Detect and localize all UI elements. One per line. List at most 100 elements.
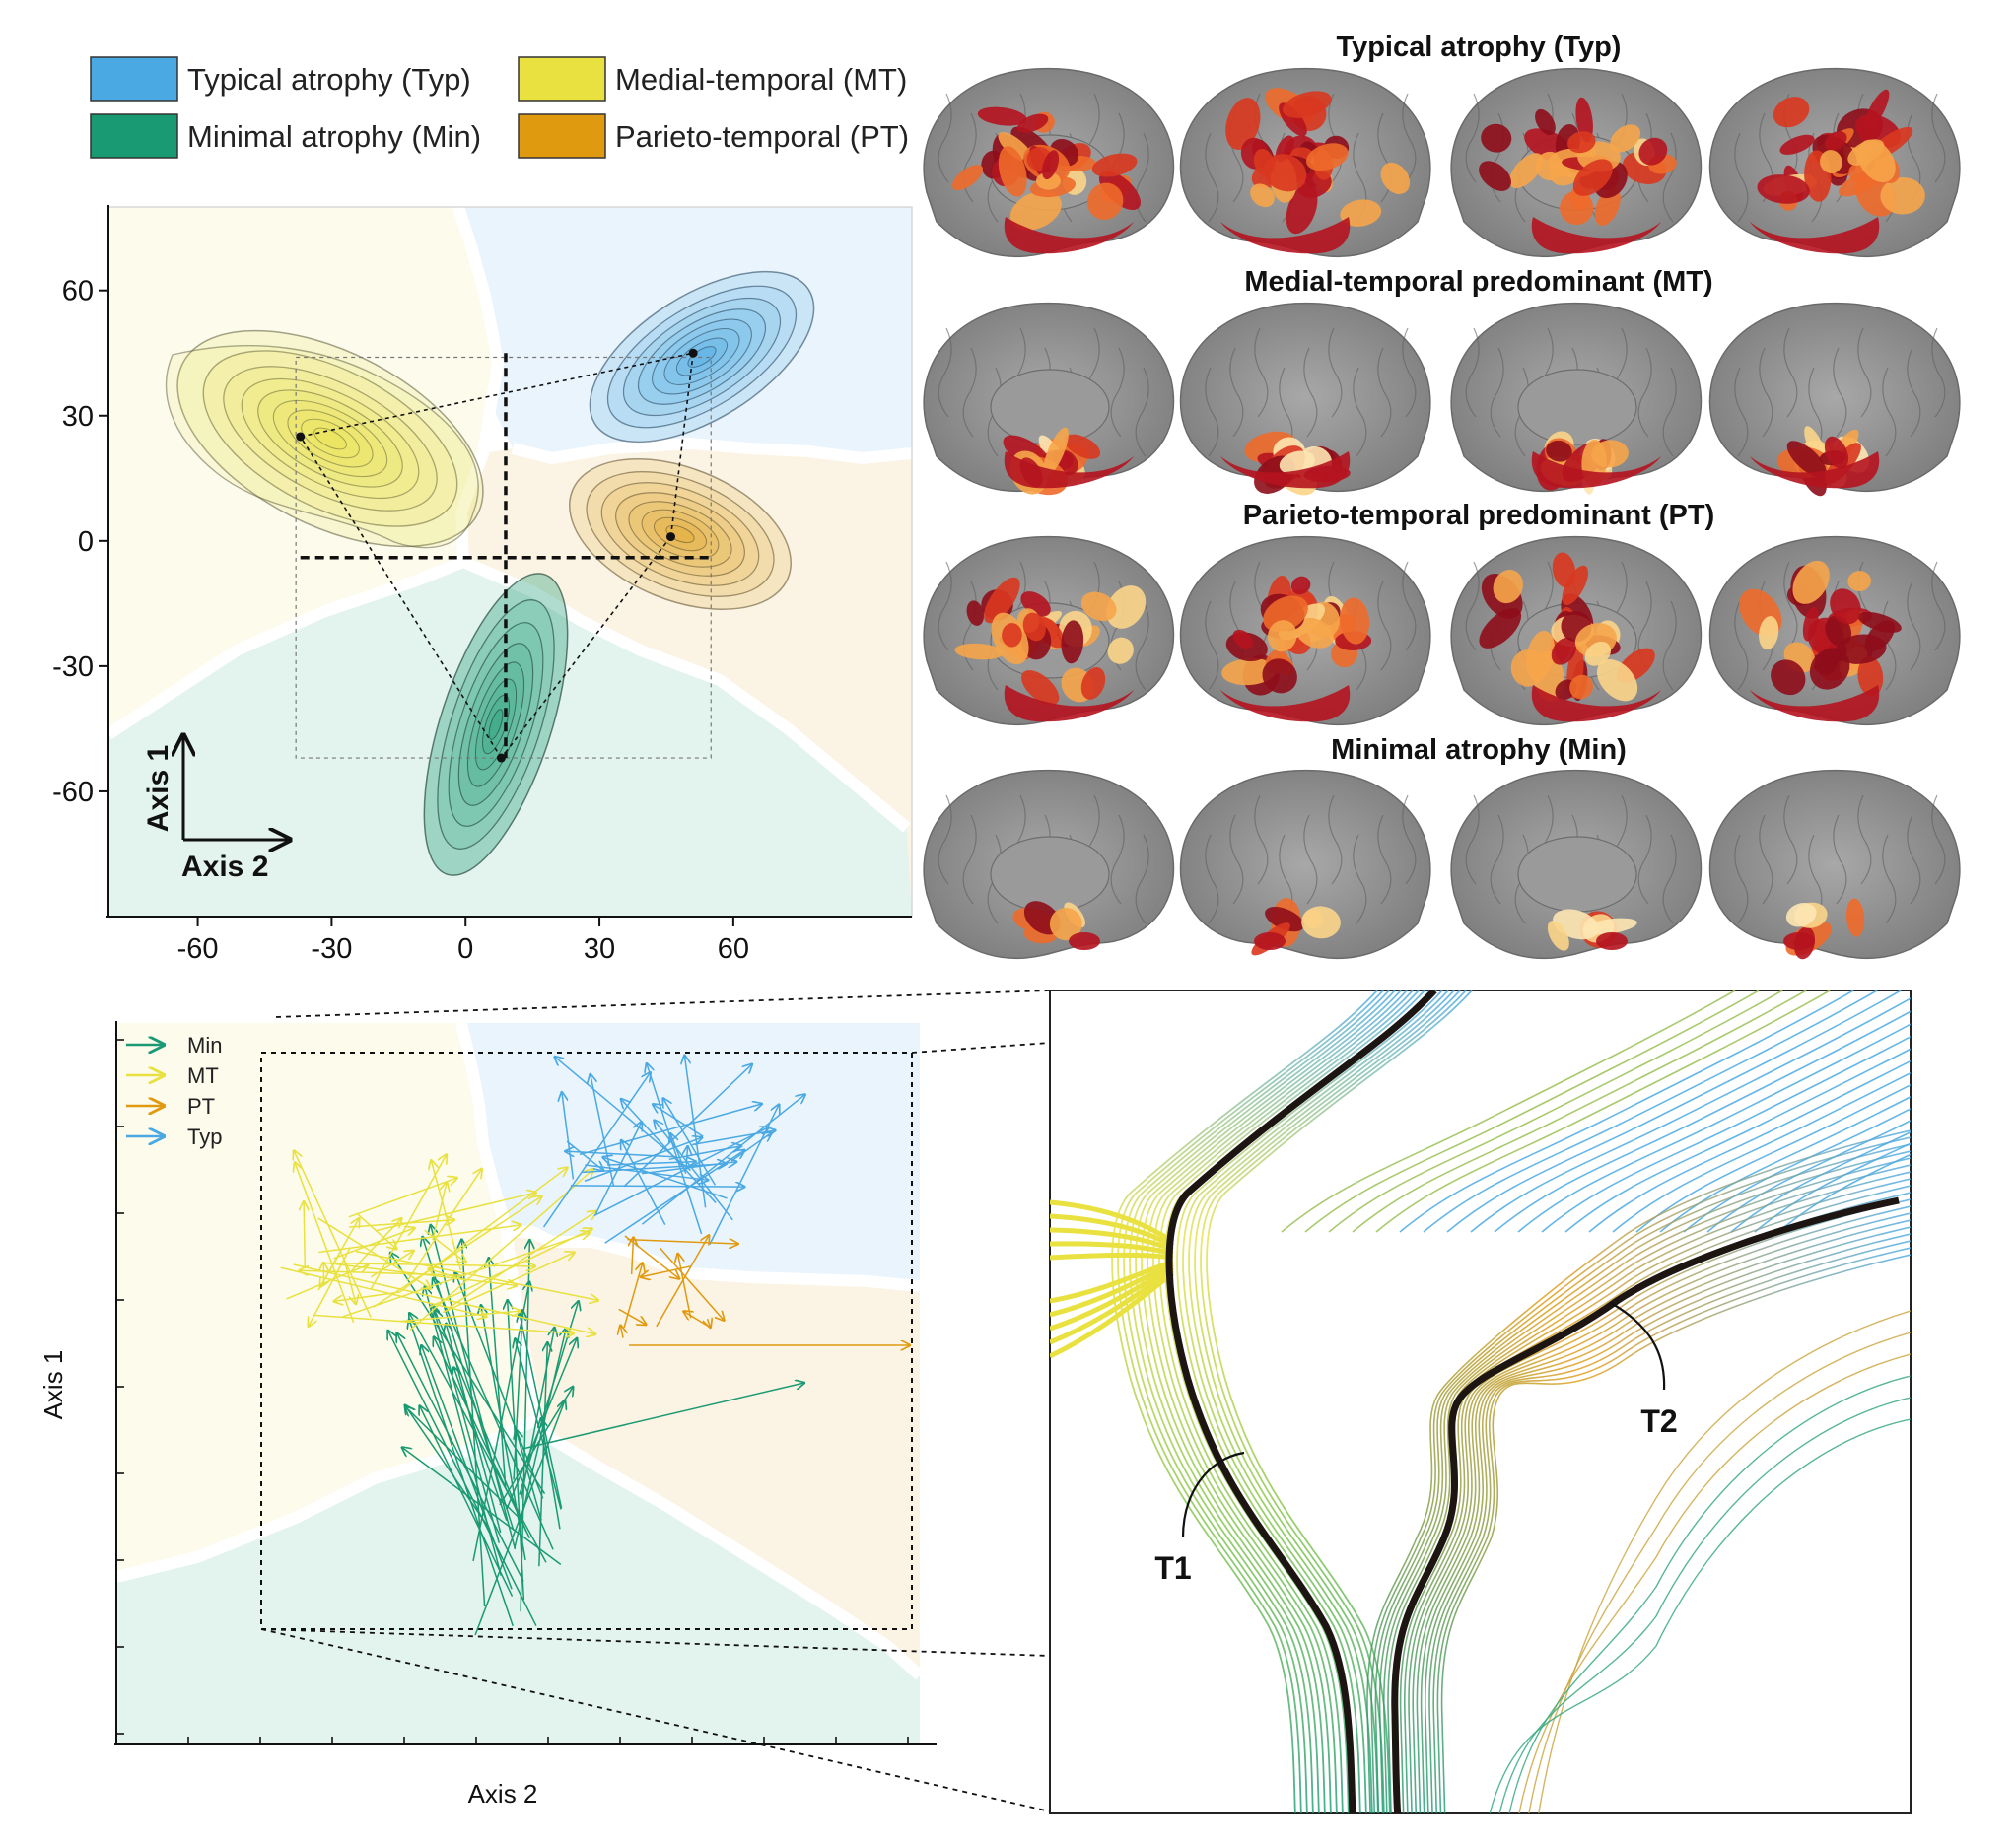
brain-typ-view-1 [923,67,1175,258]
y-tick-label: -30 [52,651,94,683]
streamline-typ [1635,1084,1911,1233]
streamline-t2-bundle [1412,1205,1911,1813]
arrow-min [521,1383,804,1450]
inset-zoom-square [295,356,712,759]
bottom-xlabel: Axis 2 [468,1779,538,1809]
arrow-typ [562,1092,575,1180]
streamline-t2-bundle [1374,1143,1911,1813]
brain-min-view-2 [1179,769,1431,960]
arrow-typ [579,1104,762,1156]
arrow-min [409,1313,547,1563]
centroid-link-min-mt [300,436,503,759]
streamline-t1-bundle [1188,990,1455,1813]
region-mt [108,207,498,734]
streamline-mt-band [1050,1213,1175,1249]
axis-inset: Axis 1 Axis 2 [142,735,290,883]
arrow-typ [654,1120,733,1221]
streamline-t2-bundle [1366,1129,1911,1813]
arrow-pt [678,1254,692,1319]
streamline-t2-bundle [1387,1164,1911,1813]
arrow-mt [348,1178,457,1218]
streamline-t2-bundle [1383,1157,1911,1813]
streamline-t1-bundle [1200,990,1467,1813]
x-tick-label: -30 [311,933,352,965]
streamline-pt [1518,1353,1911,1813]
y-tick-label: 30 [62,401,94,433]
y-tick-label: -60 [52,777,94,808]
streamline-t1-bundle [1129,990,1396,1813]
arrow-min [425,1286,502,1576]
streamline-typ [1494,1010,1911,1233]
arrow-mt [309,1248,351,1327]
contour-pt [569,458,792,610]
arrow-min [420,1405,514,1597]
arrow-min [453,1367,508,1521]
arrow-typ [554,1057,691,1172]
streamline-typ [1375,990,1831,1233]
legend-swatch-min [90,113,178,159]
arrow-mt [406,1169,482,1282]
brain-pt-view-2 [1179,535,1431,726]
streamline-pt [1489,1418,1911,1813]
arrow-typ [730,1132,772,1162]
legend-swatch-mt [518,56,606,102]
arrow-mt [399,1311,521,1323]
principal-trajectories [1165,990,1900,1813]
streamline-typ [1588,1059,1911,1233]
brain-title-min: Minimal atrophy (Min) [1331,734,1627,766]
arrow-pt [656,1235,709,1328]
arrow-typ [566,1140,603,1170]
streamline-typ [1470,997,1911,1233]
streamline-t1-bundle [1123,990,1390,1813]
centroid-layer [295,348,712,763]
brain-title-mt: Medial-temporal predominant (MT) [1244,266,1712,298]
streamline-t1-bundle [1111,990,1378,1813]
arrow-mt [355,1250,598,1301]
arrow-plot: Min MT PT Typ Axis 2 Axis 1 [38,1021,937,1809]
arrow-mt [409,1169,593,1332]
arrow-typ [570,1186,745,1187]
arrow-typ [668,1146,741,1160]
legend-swatch-typ [90,56,178,102]
streamline-typ [1304,990,1760,1233]
streamline-t1-bundle [1141,990,1408,1813]
arrow-min [397,1333,524,1582]
arrow-legend-label-mt: MT [187,1063,219,1088]
arrow-mt [304,1201,305,1269]
streamlines [1050,990,1911,1813]
streamline-pt [1528,1332,1911,1813]
arrow-legend-label-pt: PT [187,1094,215,1119]
brain-mt-view-2 [1179,302,1431,496]
arrow-pt [620,1326,623,1338]
arrow-mt [428,1229,592,1309]
region-pt [461,444,912,917]
arrow-min [431,1225,517,1550]
arrow-mt [370,1154,447,1290]
arrow-min [520,1240,529,1612]
brain-panels: Typical atrophy (Typ) Medial-temporal pre… [923,32,1961,960]
brain-mt-view-3 [1450,302,1703,495]
arrow-mt [373,1196,542,1308]
arrow-typ [565,1151,677,1158]
arrow-mt [324,1262,517,1285]
y-tick-label: 60 [62,276,94,307]
streamline-t2-bundle [1408,1198,1911,1813]
arrow-pt [641,1265,692,1277]
arrow-typ [621,1140,666,1226]
inset-axis1-label: Axis 1 [142,745,174,832]
arrow-mt [424,1229,466,1263]
arrow-pt [627,1240,737,1244]
brain-mt-view-4 [1708,302,1961,497]
streamline-mt-band [1050,1252,1174,1261]
label-t2: T2 [1640,1403,1677,1439]
centroid-min [496,753,506,763]
arrow-typ [623,1064,752,1188]
centroid-link-mt-typ [300,352,694,438]
streamline-mt-band [1050,1267,1175,1345]
arrow-min [433,1305,501,1543]
t1-leader [1181,1451,1245,1538]
arrow-legend-label-min: Min [187,1033,222,1058]
streamline-mt-band [1050,1270,1175,1359]
arrow-min [515,1338,562,1510]
region-backgrounds [108,207,912,917]
